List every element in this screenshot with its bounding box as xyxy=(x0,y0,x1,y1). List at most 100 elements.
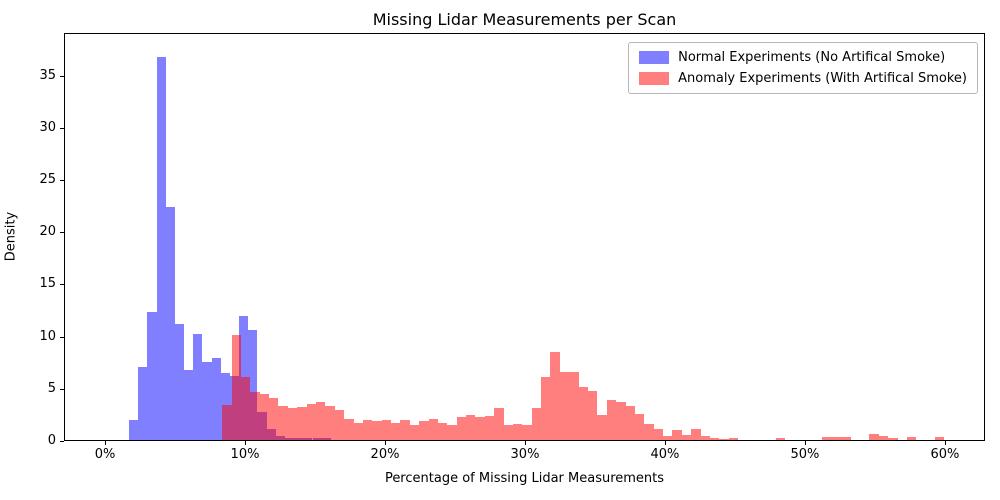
histogram-bar xyxy=(344,418,354,440)
y-tick-mark xyxy=(60,441,64,442)
histogram-bar xyxy=(353,422,363,440)
histogram-bar xyxy=(165,207,175,440)
histogram-bar xyxy=(306,404,316,440)
histogram-bar xyxy=(494,407,504,440)
histogram-bar xyxy=(419,420,429,440)
histogram-bar xyxy=(447,425,457,440)
histogram-bar xyxy=(719,438,729,440)
histogram-bar xyxy=(372,420,382,440)
y-tick-mark xyxy=(60,75,64,77)
x-tick-label: 40% xyxy=(650,447,680,462)
histogram-bar xyxy=(503,425,513,440)
histogram-bar xyxy=(559,371,570,440)
histogram-bar xyxy=(231,335,241,440)
y-tick-mark xyxy=(60,127,64,129)
x-tick-mark xyxy=(664,441,666,445)
y-tick-label: 35 xyxy=(39,67,56,83)
histogram-bar xyxy=(409,425,420,440)
y-tick-mark xyxy=(60,284,64,286)
histogram-bar xyxy=(222,404,232,440)
histogram-bar xyxy=(259,393,270,440)
histogram-bar xyxy=(147,311,157,440)
histogram-bar xyxy=(691,428,701,440)
y-tick-mark xyxy=(60,336,64,338)
y-tick-label: 20 xyxy=(39,224,56,240)
histogram-bar xyxy=(129,420,139,440)
histogram-bar xyxy=(193,333,203,440)
y-tick-mark xyxy=(60,232,64,234)
chart-title: Missing Lidar Measurements per Scan xyxy=(372,10,677,29)
histogram-bar xyxy=(644,423,654,440)
histogram-bar xyxy=(512,423,523,440)
histogram-bar xyxy=(428,419,438,440)
histogram-bar xyxy=(437,422,448,440)
histogram-bar xyxy=(138,366,148,440)
x-tick-mark xyxy=(385,441,386,445)
histogram-bar xyxy=(672,430,682,440)
histogram-bar xyxy=(822,437,832,440)
histogram-bar xyxy=(475,417,485,440)
histogram-bar xyxy=(935,437,945,440)
histogram-bar xyxy=(248,330,258,440)
histogram-bar xyxy=(831,436,842,440)
histogram-bar xyxy=(681,434,692,440)
y-tick-label: 0 xyxy=(47,433,56,448)
legend-swatch-red xyxy=(639,72,670,85)
histogram-bar xyxy=(325,406,335,440)
histogram-bar xyxy=(297,406,307,440)
legend-swatch-blue xyxy=(639,51,670,64)
x-tick-mark xyxy=(105,441,107,445)
plot-area xyxy=(64,33,985,441)
histogram-bar xyxy=(174,324,185,440)
histogram-bar xyxy=(625,405,635,440)
histogram-bar xyxy=(569,372,579,440)
histogram-bar xyxy=(334,409,345,440)
x-tick-label: 50% xyxy=(790,447,820,462)
histogram-bar xyxy=(541,376,551,440)
histogram-bar xyxy=(709,438,720,440)
histogram-bar xyxy=(775,437,785,440)
histogram-bar xyxy=(391,422,401,440)
y-tick-label: 10 xyxy=(39,328,56,344)
histogram-bars-layer xyxy=(65,34,984,440)
x-tick-label: 60% xyxy=(930,447,960,462)
x-tick-mark xyxy=(944,441,946,445)
y-tick-label: 5 xyxy=(47,380,56,396)
legend: Normal Experiments (No Artifical Smoke) … xyxy=(628,42,978,94)
histogram-bar xyxy=(906,436,917,440)
x-tick-mark xyxy=(804,441,806,445)
histogram-bar xyxy=(316,401,326,440)
x-tick-label: 0% xyxy=(94,447,116,462)
y-tick-mark xyxy=(60,180,64,182)
histogram-bar xyxy=(202,361,212,440)
y-tick-label: 25 xyxy=(39,172,56,188)
histogram-bar xyxy=(381,420,392,440)
histogram-bar xyxy=(184,370,194,440)
y-axis-label: Density xyxy=(3,211,19,262)
histogram-bar xyxy=(484,416,495,440)
x-tick-label: 30% xyxy=(510,447,540,462)
x-tick-mark xyxy=(524,441,526,445)
histogram-bar xyxy=(211,357,221,440)
histogram-bar xyxy=(362,420,373,440)
histogram-bar xyxy=(728,438,739,440)
histogram-bar xyxy=(400,420,410,440)
histogram-bar xyxy=(653,429,664,440)
histogram-bar xyxy=(841,437,851,440)
histogram-bar xyxy=(878,436,889,440)
histogram-bar xyxy=(278,405,288,440)
histogram-bar xyxy=(606,399,617,440)
x-axis-label: Percentage of Missing Lidar Measurements xyxy=(384,471,665,486)
histogram-bar xyxy=(869,434,879,440)
histogram-bar xyxy=(466,414,476,440)
histogram-bar xyxy=(700,436,710,440)
histogram-bar xyxy=(269,398,279,440)
histogram-bar xyxy=(250,392,260,440)
x-tick-mark xyxy=(245,441,246,445)
histogram-bar xyxy=(616,401,626,440)
legend-item-normal: Normal Experiments (No Artifical Smoke) xyxy=(639,50,967,65)
histogram-bar xyxy=(531,408,542,440)
histogram-bar xyxy=(663,435,673,440)
histogram-bar xyxy=(634,413,645,440)
